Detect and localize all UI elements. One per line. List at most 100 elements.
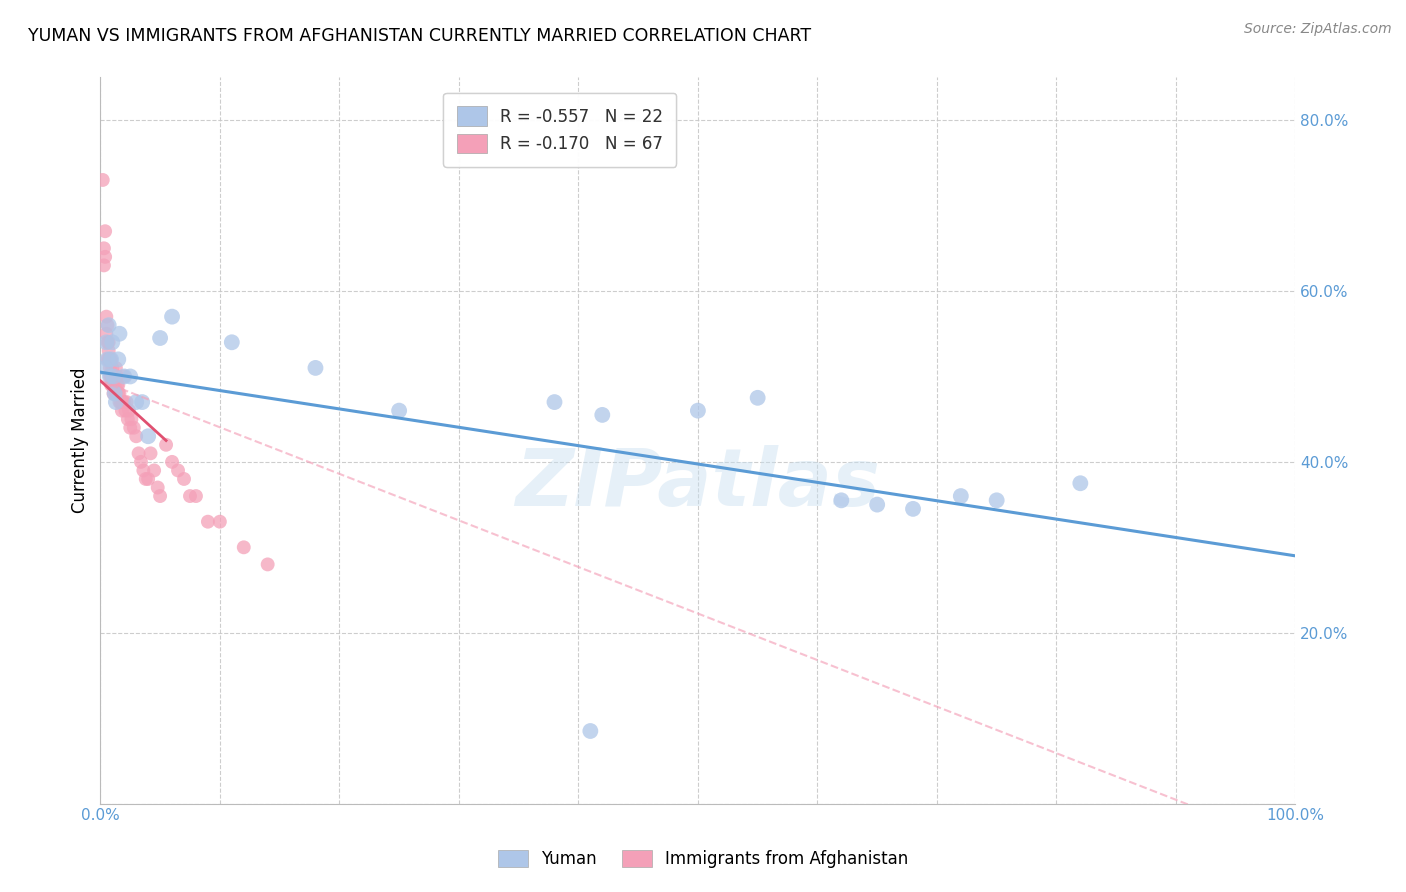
Point — [98, 360, 121, 375]
Point — [388, 403, 411, 417]
Point — [94, 360, 117, 375]
Point — [114, 403, 136, 417]
Point — [107, 378, 129, 392]
Point — [122, 421, 145, 435]
Point — [104, 378, 127, 392]
Point — [579, 724, 602, 739]
Point — [160, 455, 183, 469]
Point — [97, 352, 120, 367]
Point — [104, 360, 127, 375]
Point — [103, 369, 125, 384]
Point — [101, 369, 124, 384]
Point — [543, 395, 565, 409]
Point — [101, 335, 124, 350]
Point — [111, 395, 134, 409]
Point — [115, 395, 138, 409]
Point — [96, 335, 118, 350]
Point — [96, 326, 118, 341]
Point — [232, 541, 254, 555]
Point — [97, 318, 120, 333]
Point — [120, 412, 142, 426]
Point — [100, 378, 122, 392]
Point — [591, 408, 613, 422]
Point — [98, 369, 121, 384]
Point — [155, 438, 177, 452]
Point — [98, 352, 121, 367]
Point — [747, 391, 769, 405]
Point — [108, 386, 131, 401]
Point — [143, 463, 166, 477]
Point — [986, 493, 1008, 508]
Point — [304, 360, 326, 375]
Point — [949, 489, 972, 503]
Point — [197, 515, 219, 529]
Text: Source: ZipAtlas.com: Source: ZipAtlas.com — [1244, 22, 1392, 37]
Point — [107, 352, 129, 367]
Point — [93, 241, 115, 255]
Point — [256, 558, 278, 572]
Point — [208, 515, 231, 529]
Point — [105, 378, 128, 392]
Point — [221, 335, 243, 350]
Point — [103, 386, 125, 401]
Point — [149, 489, 172, 503]
Legend: Yuman, Immigrants from Afghanistan: Yuman, Immigrants from Afghanistan — [491, 843, 915, 875]
Point — [146, 481, 169, 495]
Point — [173, 472, 195, 486]
Point — [167, 463, 190, 477]
Text: ZIPatlas: ZIPatlas — [516, 445, 880, 523]
Point — [901, 501, 924, 516]
Point — [96, 335, 118, 350]
Point — [93, 259, 115, 273]
Text: YUMAN VS IMMIGRANTS FROM AFGHANISTAN CURRENTLY MARRIED CORRELATION CHART: YUMAN VS IMMIGRANTS FROM AFGHANISTAN CUR… — [28, 27, 811, 45]
Point — [120, 421, 142, 435]
Point — [686, 403, 709, 417]
Point — [108, 326, 131, 341]
Point — [94, 250, 117, 264]
Point — [128, 446, 150, 460]
Point — [98, 369, 121, 384]
Point — [129, 455, 152, 469]
Point — [866, 498, 889, 512]
Point — [94, 224, 117, 238]
Point — [96, 310, 118, 324]
Point — [160, 310, 183, 324]
Point — [110, 395, 132, 409]
Point — [136, 429, 159, 443]
Point — [103, 369, 125, 384]
Point — [1069, 476, 1091, 491]
Point — [125, 429, 148, 443]
Point — [139, 446, 162, 460]
Point — [120, 369, 142, 384]
Point — [107, 386, 129, 401]
Point — [132, 463, 155, 477]
Point — [149, 331, 172, 345]
Point — [131, 395, 153, 409]
Point — [97, 343, 120, 358]
Point — [101, 378, 124, 392]
Point — [184, 489, 207, 503]
Point — [112, 369, 135, 384]
Point — [104, 369, 127, 384]
Point — [104, 386, 127, 401]
Point — [104, 395, 127, 409]
Point — [112, 369, 135, 384]
Point — [135, 472, 157, 486]
Point — [136, 472, 159, 486]
Point — [96, 352, 118, 367]
Point — [117, 412, 139, 426]
Point — [96, 352, 118, 367]
Point — [112, 395, 135, 409]
Point — [100, 352, 122, 367]
Point — [830, 493, 852, 508]
Point — [91, 173, 114, 187]
Point — [105, 369, 128, 384]
Point — [96, 318, 118, 333]
Point — [112, 395, 135, 409]
Y-axis label: Currently Married: Currently Married — [72, 368, 89, 513]
Point — [108, 395, 131, 409]
Point — [100, 352, 122, 367]
Point — [118, 403, 141, 417]
Legend: R = -0.557   N = 22, R = -0.170   N = 67: R = -0.557 N = 22, R = -0.170 N = 67 — [443, 93, 676, 167]
Point — [97, 335, 120, 350]
